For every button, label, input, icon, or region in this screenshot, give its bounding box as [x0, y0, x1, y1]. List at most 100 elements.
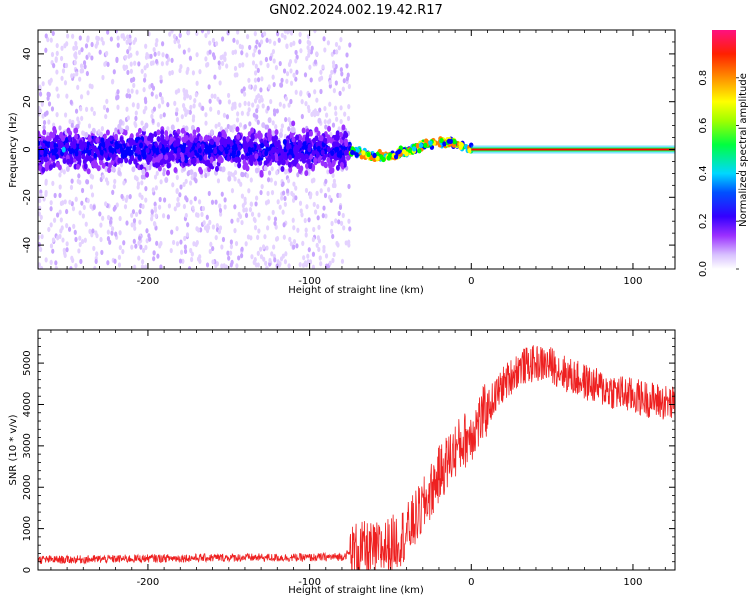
spectrogram-speckle: [307, 217, 311, 223]
spectrogram-speckle: [250, 211, 255, 217]
spectrogram-speckle: [287, 102, 291, 108]
spectrogram-speckle: [116, 42, 120, 48]
spectrogram-speckle: [233, 49, 238, 55]
spectrogram-cell: [39, 135, 44, 142]
spectrogram-speckle: [74, 108, 79, 114]
spectrogram-speckle: [62, 169, 66, 175]
spectrogram-speckle: [270, 189, 275, 196]
spectrogram-cell: [307, 143, 312, 150]
spectrogram-speckle: [250, 254, 254, 260]
spectrogram-speckle: [282, 222, 286, 228]
spectrogram-speckle: [132, 82, 136, 88]
spectrogram-speckle: [214, 41, 219, 47]
spectrogram-cell: [170, 154, 175, 161]
spectrogram-speckle: [240, 171, 244, 178]
spectrogram-speckle: [283, 201, 287, 207]
spectrogram-cell: [361, 150, 366, 156]
colorbar-label: Normalized spectral amplitude: [738, 73, 749, 227]
spectrogram-cell: [320, 149, 325, 156]
spectrogram-speckle: [337, 45, 341, 51]
spectrogram-speckle: [96, 35, 101, 42]
spectrogram-speckle: [149, 53, 153, 59]
spectrogram-speckle: [63, 199, 67, 205]
spectrogram-speckle: [247, 188, 251, 194]
spectrogram-cell: [143, 135, 148, 142]
spectrogram-speckle: [60, 225, 64, 231]
spectrogram-speckle: [189, 247, 193, 254]
spectrogram-speckle: [286, 178, 291, 184]
spectrogram-cell: [115, 143, 120, 150]
spectrogram-speckle: [235, 39, 240, 45]
spectrogram-speckle: [337, 219, 341, 225]
spectrogram-speckle: [58, 209, 62, 215]
spectrogram-cell: [280, 159, 285, 166]
spectrogram-speckle: [213, 74, 217, 80]
spectrogram-y-label: Frequency (Hz): [8, 112, 19, 188]
spectrogram-speckle: [345, 52, 349, 58]
spectrogram-cell: [333, 134, 338, 141]
spectrogram-speckle: [73, 60, 77, 66]
spectrogram-cell: [327, 161, 332, 168]
spectrogram-speckle: [270, 166, 274, 172]
spectrogram-cell: [39, 158, 44, 165]
spectrogram-speckle: [88, 83, 92, 89]
spectrogram-speckle: [221, 236, 226, 243]
spectrogram-speckle: [347, 104, 351, 110]
spectrogram-cell: [62, 158, 67, 165]
spectrogram-speckle: [88, 228, 92, 234]
spectrogram-speckle: [125, 106, 129, 112]
spectrogram-speckle: [66, 33, 70, 39]
spectrogram-cell: [263, 165, 268, 172]
spectrogram-cell: [335, 146, 340, 153]
spectrogram-cell: [118, 119, 123, 126]
spectrogram-speckle: [238, 122, 243, 128]
spectrogram-cell: [212, 160, 217, 167]
spectrogram-cell: [235, 156, 240, 163]
spectrogram-speckle: [173, 100, 177, 107]
spectrogram-speckle: [108, 219, 113, 225]
spectrogram-speckle: [104, 177, 109, 183]
spectrogram-speckle: [162, 167, 166, 173]
spectrogram-speckle: [219, 55, 223, 61]
spectrogram-speckle: [138, 209, 142, 215]
spectrogram-cell: [336, 151, 341, 158]
spectrogram-speckle: [147, 233, 151, 239]
spectrogram-speckle: [322, 205, 326, 211]
spectrogram-speckle: [347, 183, 351, 190]
spectrogram-y-tick-label: 0: [22, 146, 33, 152]
spectrogram-cell: [320, 160, 325, 167]
spectrogram-speckle: [151, 118, 155, 124]
spectrogram-speckle: [42, 124, 46, 131]
spectrogram-speckle: [270, 251, 274, 257]
spectrogram-speckle: [90, 192, 95, 198]
spectrogram-speckle: [252, 112, 256, 118]
spectrogram-speckle: [247, 101, 251, 107]
spectrogram-cell: [157, 165, 162, 172]
spectrogram-speckle: [128, 194, 132, 200]
spectrogram-speckle: [266, 105, 270, 111]
spectrogram-speckle: [269, 98, 273, 105]
spectrogram-speckle: [311, 236, 315, 243]
spectrogram-speckle: [246, 34, 250, 40]
spectrogram-cell: [38, 140, 41, 147]
spectrogram-speckle: [327, 187, 331, 193]
spectrogram-cell: [304, 170, 309, 177]
spectrogram-cell: [296, 163, 301, 170]
spectrogram-cell: [78, 139, 83, 146]
spectrogram-speckle: [112, 69, 116, 75]
spectrogram-speckle: [232, 37, 236, 43]
spectrogram-speckle: [130, 222, 134, 228]
spectrogram-speckle: [166, 214, 170, 220]
spectrogram-speckle: [122, 65, 127, 72]
spectrogram-speckle: [134, 110, 138, 116]
spectrogram-speckle: [141, 203, 145, 210]
spectrogram-speckle: [317, 246, 321, 253]
spectrogram-speckle: [124, 197, 128, 203]
spectrogram-speckle: [83, 237, 87, 243]
spectrogram-speckle: [188, 55, 193, 61]
spectrogram-speckle: [45, 110, 49, 116]
spectrogram-cell: [322, 154, 327, 161]
spectrogram-speckle: [87, 52, 91, 58]
spectrogram-speckle: [90, 41, 94, 48]
spectrogram-speckle: [90, 174, 95, 180]
